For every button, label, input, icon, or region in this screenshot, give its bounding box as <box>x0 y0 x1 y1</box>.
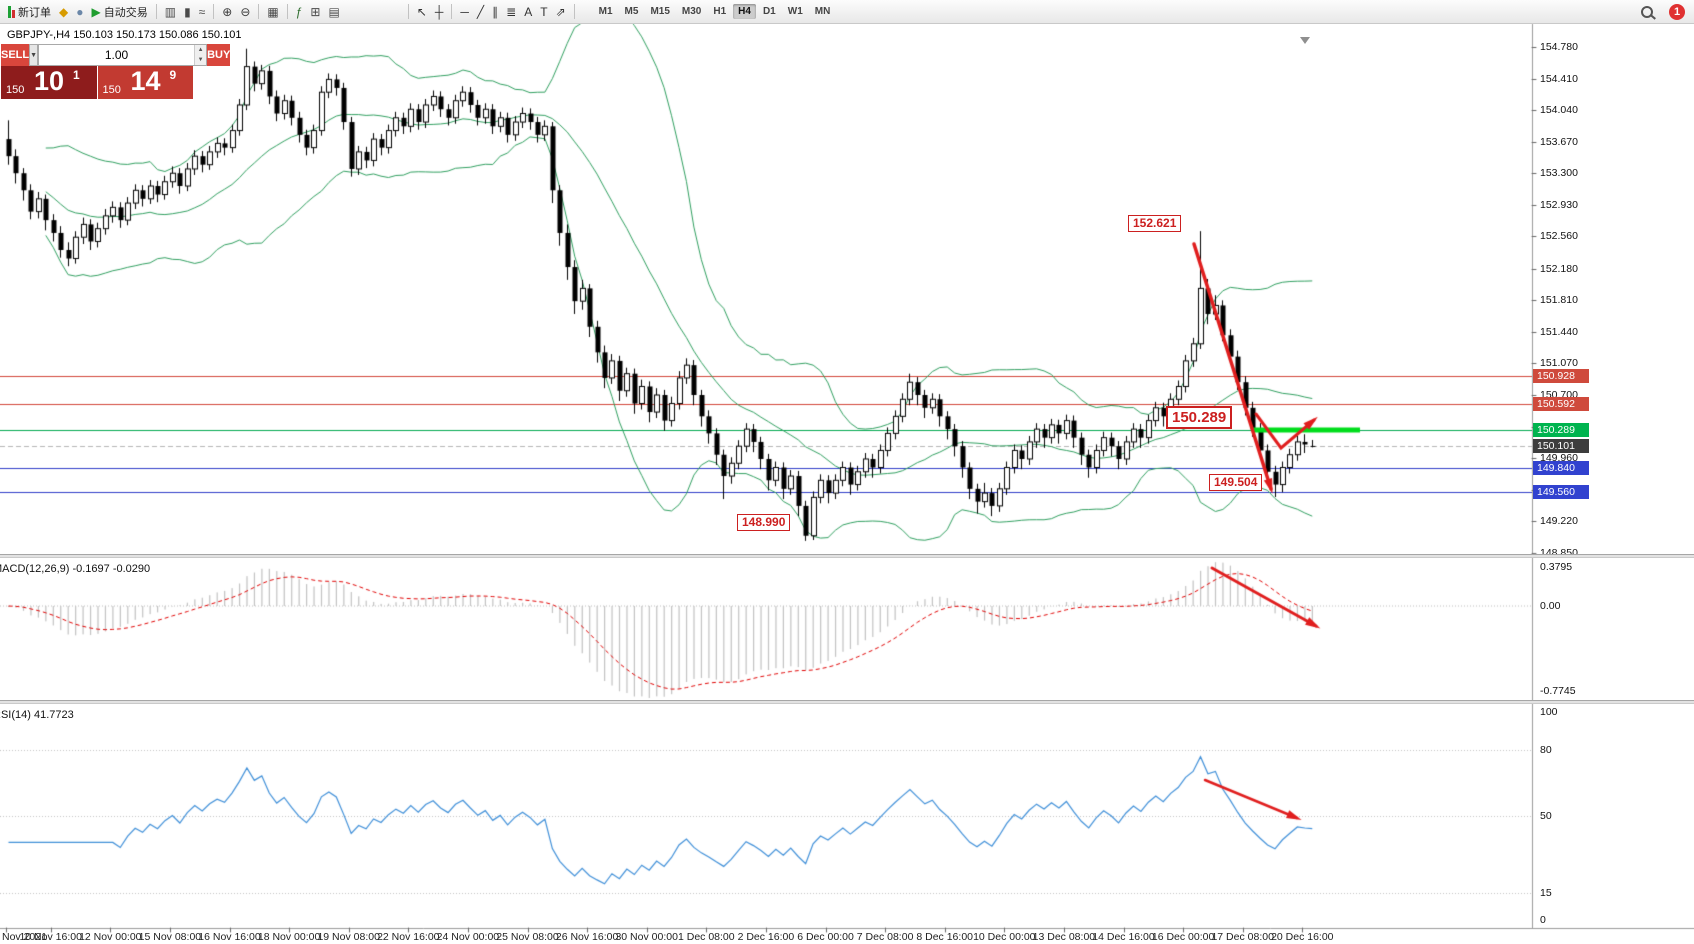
trade-controls-row: SELL BUY <box>1 44 231 66</box>
trendline-icon: ╱ <box>476 4 485 19</box>
volume-dropdown[interactable] <box>29 44 39 66</box>
volume-field <box>38 44 208 66</box>
sell-price-big: 10 <box>34 66 65 96</box>
panel-divider-rsi[interactable] <box>0 700 1694 704</box>
indicators-button[interactable]: ƒ <box>293 2 306 22</box>
zoom-in-button[interactable]: ⊕ <box>219 2 235 22</box>
autotrading-button[interactable]: ▶ 自动交易 <box>88 2 150 22</box>
trade-prices-row: 150 10 1 150 14 9 <box>1 66 193 99</box>
timeframe-m5-button[interactable]: M5 <box>624 6 639 17</box>
buy-price-box[interactable]: 150 14 9 <box>97 66 193 99</box>
chart-shift-marker <box>1300 37 1310 44</box>
candlestick-chart-button[interactable]: ▮ <box>181 2 194 22</box>
price-callout[interactable]: 150.289 <box>1166 406 1233 429</box>
cursor-button[interactable]: ↖ <box>414 2 430 22</box>
new-chart-button[interactable]: ⊞ <box>307 2 323 22</box>
indicators-icon: ƒ <box>295 4 303 19</box>
sell-button[interactable]: SELL <box>1 44 30 66</box>
cursor-icon: ↖ <box>416 4 427 19</box>
bar-chart-icon: ▥ <box>164 4 177 19</box>
label-icon: T <box>540 4 548 19</box>
zoom-in-icon: ⊕ <box>222 4 233 19</box>
crosshair-button[interactable]: ┼ <box>432 2 447 22</box>
one-click-trading-panel: SELL BUY 150 10 1 150 14 9 <box>1 44 231 99</box>
toolbar-separator <box>573 4 575 19</box>
timeframe-m30-button[interactable]: M30 <box>681 6 702 17</box>
search-icon[interactable] <box>1641 5 1653 18</box>
new-order-button[interactable]: 新订单 <box>5 2 54 22</box>
chart-window-icon: ● <box>76 4 84 19</box>
toolbar-separator <box>451 4 453 19</box>
fibonacci-icon: ≣ <box>506 4 517 19</box>
tile-windows-icon: ▦ <box>267 4 279 19</box>
horizontal-line-icon: ─ <box>460 4 469 19</box>
timeframe-h4-button[interactable]: H4 <box>733 4 756 19</box>
chart-window-button[interactable]: ● <box>73 2 86 22</box>
timeframe-m1-button[interactable]: M1 <box>598 6 613 17</box>
metaeditor-icon: ◆ <box>59 4 69 19</box>
autotrading-icon: ▶ <box>91 4 101 19</box>
price-callout[interactable]: 149.504 <box>1209 474 1263 491</box>
text-button[interactable]: A <box>521 2 535 22</box>
buy-button[interactable]: BUY <box>207 44 231 66</box>
price-callout[interactable]: 148.990 <box>737 514 791 531</box>
main-toolbar: 新订单 ◆ ● ▶ 自动交易 ▥ ▮ ≈ ⊕ ⊖ ▦ ƒ ⊞ ▤ ↖ ┼ ─ ╱ ∥ ≣ A T ⇗ M1 M5 M15 M30 H1… <box>0 0 1694 24</box>
arrows-icon: ⇗ <box>555 4 566 19</box>
fibonacci-button[interactable]: ≣ <box>503 2 519 22</box>
horizontal-line-button[interactable]: ─ <box>457 2 472 22</box>
candlestick-chart-icon: ▮ <box>184 4 191 19</box>
chart-title: GBPJPY-,H4 150.103 150.173 150.086 150.1… <box>7 29 242 41</box>
volume-down-button[interactable] <box>195 55 207 65</box>
rsi-indicator-label: RSI(14) 41.7723 <box>0 709 74 721</box>
new-order-button-label: 新订单 <box>18 6 51 19</box>
toolbar-separator <box>213 4 215 19</box>
arrows-button[interactable]: ⇗ <box>553 2 569 22</box>
toolbar-right: 1 <box>1641 3 1690 20</box>
crosshair-icon: ┼ <box>434 4 444 19</box>
label-button[interactable]: T <box>537 2 550 22</box>
channel-button[interactable]: ∥ <box>489 2 501 22</box>
sell-price-sup: 1 <box>73 68 80 82</box>
timeframe-mn-button[interactable]: MN <box>814 6 831 17</box>
timeframe-toolbar: M1 M5 M15 M30 H1 H4 D1 W1 MN <box>593 4 837 19</box>
volume-up-button[interactable] <box>195 45 207 55</box>
channel-icon: ∥ <box>492 4 499 19</box>
sell-price-prefix: 150 <box>6 84 25 96</box>
profiles-button[interactable]: ▤ <box>325 2 342 22</box>
line-chart-button[interactable]: ≈ <box>196 2 209 22</box>
toolbar-separator <box>155 4 157 19</box>
volume-input[interactable] <box>39 45 195 65</box>
buy-price-sup: 9 <box>169 68 177 82</box>
bar-chart-button[interactable]: ▥ <box>162 2 179 22</box>
autotrading-button-label: 自动交易 <box>103 6 148 19</box>
toolbar-separator <box>407 4 409 19</box>
timeframe-m15-button[interactable]: M15 <box>650 6 670 17</box>
timeframe-d1-button[interactable]: D1 <box>762 6 776 17</box>
macd-indicator-label: MACD(12,26,9) -0.1697 -0.0290 <box>0 563 151 575</box>
panel-divider-macd[interactable] <box>0 554 1694 558</box>
notification-badge[interactable]: 1 <box>1669 3 1685 20</box>
volume-stepper <box>194 45 207 65</box>
price-callout[interactable]: 152.621 <box>1128 215 1182 232</box>
text-icon: A <box>524 4 533 19</box>
new-chart-icon: ⊞ <box>310 4 321 19</box>
buy-price-big: 14 <box>130 66 161 96</box>
metaeditor-button[interactable]: ◆ <box>56 2 71 22</box>
toolbar-separator <box>286 4 288 19</box>
trendline-button[interactable]: ╱ <box>474 2 487 22</box>
timeframe-w1-button[interactable]: W1 <box>787 6 803 17</box>
zoom-out-button[interactable]: ⊖ <box>237 2 253 22</box>
buy-price-prefix: 150 <box>102 84 121 96</box>
tile-windows-button[interactable]: ▦ <box>264 2 281 22</box>
line-chart-icon: ≈ <box>198 4 206 19</box>
candlestick-icon <box>8 5 15 18</box>
profiles-icon: ▤ <box>328 4 340 19</box>
zoom-out-icon: ⊖ <box>240 4 251 19</box>
timeframe-h1-button[interactable]: H1 <box>713 6 727 17</box>
sell-price-box[interactable]: 150 10 1 <box>1 66 97 99</box>
toolbar-separator <box>258 4 260 19</box>
